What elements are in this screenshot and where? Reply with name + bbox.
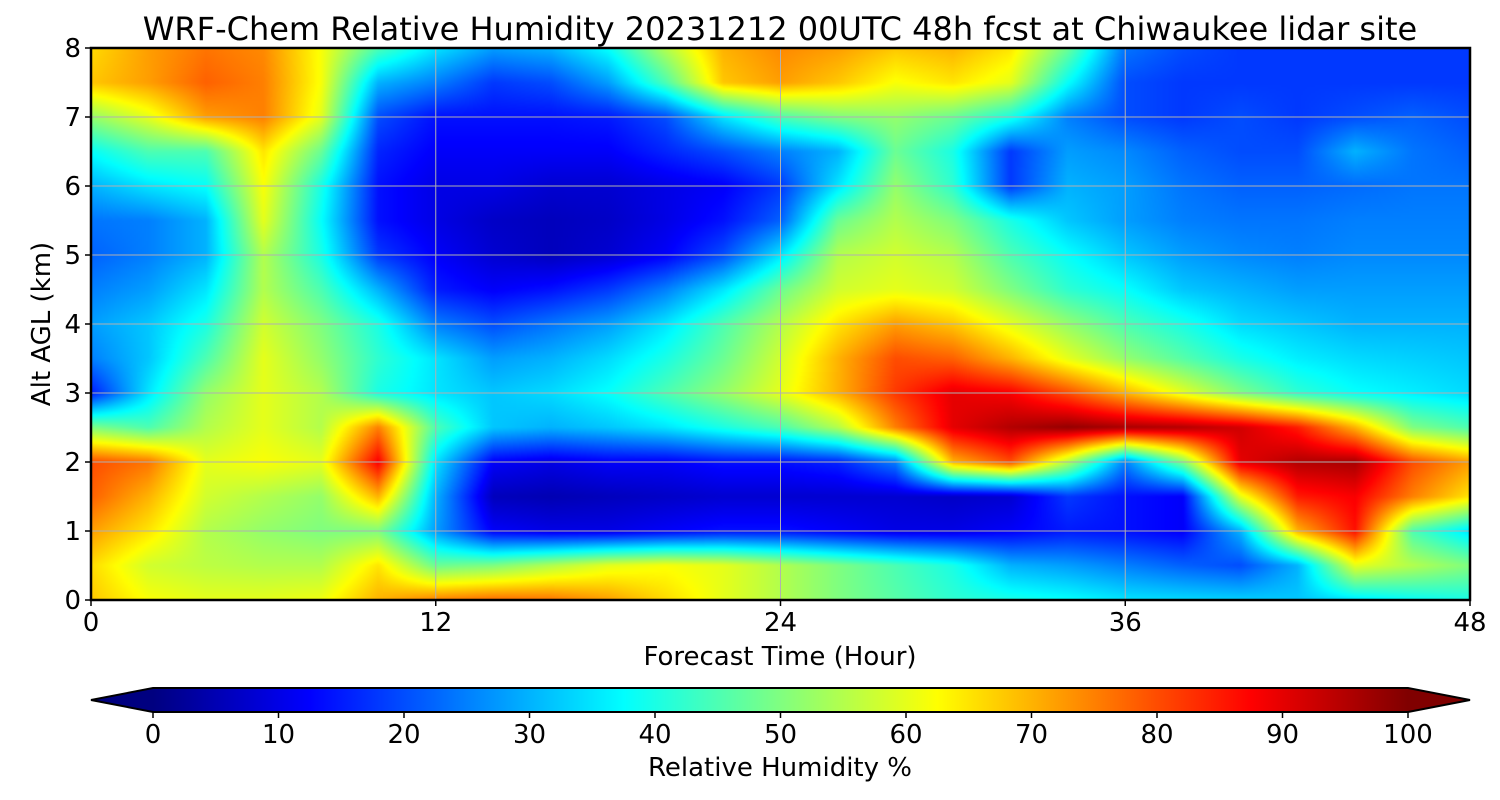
x-tick-label: 24 bbox=[764, 608, 797, 638]
x-tick-label: 36 bbox=[1109, 608, 1142, 638]
y-tick-label: 4 bbox=[64, 310, 81, 340]
colorbar-extend-high bbox=[1408, 688, 1470, 712]
colorbar-tick-label: 100 bbox=[1383, 720, 1433, 750]
y-tick-label: 5 bbox=[64, 241, 81, 271]
colorbar-tick-label: 50 bbox=[764, 720, 797, 750]
colorbar-label: Relative Humidity % bbox=[648, 753, 912, 783]
colorbar: 0 10 20 30 40 50 60 70 80 90 100 bbox=[90, 687, 1471, 750]
chart-title: WRF-Chem Relative Humidity 20231212 00UT… bbox=[143, 10, 1417, 48]
x-axis-ticks: 0 12 24 36 48 bbox=[83, 600, 1487, 638]
x-axis-label: Forecast Time (Hour) bbox=[643, 642, 916, 672]
y-axis-ticks: 0 1 2 3 4 5 6 7 8 bbox=[64, 34, 91, 616]
y-tick-label: 2 bbox=[64, 448, 81, 478]
colorbar-tick-label: 40 bbox=[638, 720, 671, 750]
y-tick-label: 8 bbox=[64, 34, 81, 64]
x-tick-label: 0 bbox=[83, 608, 100, 638]
y-tick-label: 7 bbox=[64, 103, 81, 133]
y-tick-label: 1 bbox=[64, 517, 81, 547]
colorbar-tick-label: 10 bbox=[262, 720, 295, 750]
colorbar-tick-label: 90 bbox=[1266, 720, 1299, 750]
y-tick-label: 0 bbox=[64, 586, 81, 616]
colorbar-body bbox=[153, 688, 1408, 712]
colorbar-extend-low bbox=[91, 688, 153, 712]
colorbar-tick-label: 20 bbox=[387, 720, 420, 750]
y-tick-label: 3 bbox=[64, 379, 81, 409]
colorbar-tick-label: 0 bbox=[145, 720, 162, 750]
x-tick-label: 12 bbox=[419, 608, 452, 638]
x-tick-label: 48 bbox=[1453, 608, 1486, 638]
y-tick-label: 6 bbox=[64, 172, 81, 202]
colorbar-tick-label: 30 bbox=[513, 720, 546, 750]
colorbar-tick-label: 60 bbox=[889, 720, 922, 750]
colorbar-ticks: 0 10 20 30 40 50 60 70 80 90 100 bbox=[145, 712, 1433, 750]
colorbar-tick-label: 80 bbox=[1140, 720, 1173, 750]
y-axis-label: Alt AGL (km) bbox=[27, 242, 57, 406]
colorbar-tick-label: 70 bbox=[1015, 720, 1048, 750]
